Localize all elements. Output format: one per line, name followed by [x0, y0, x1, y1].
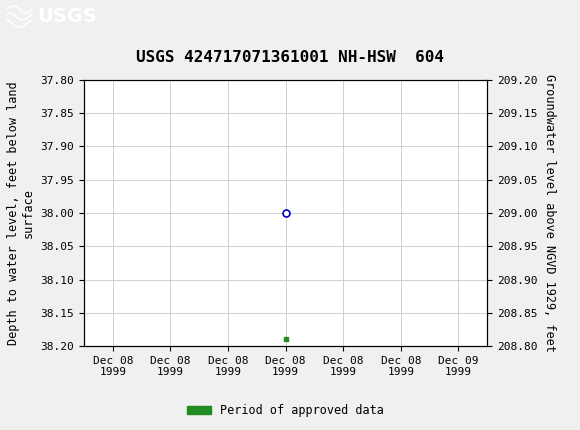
- Text: USGS 424717071361001 NH-HSW  604: USGS 424717071361001 NH-HSW 604: [136, 50, 444, 65]
- Text: USGS: USGS: [38, 7, 97, 26]
- Y-axis label: Depth to water level, feet below land
surface: Depth to water level, feet below land su…: [7, 81, 35, 345]
- Y-axis label: Groundwater level above NGVD 1929, feet: Groundwater level above NGVD 1929, feet: [543, 74, 556, 352]
- Legend: Period of approved data: Period of approved data: [183, 399, 389, 421]
